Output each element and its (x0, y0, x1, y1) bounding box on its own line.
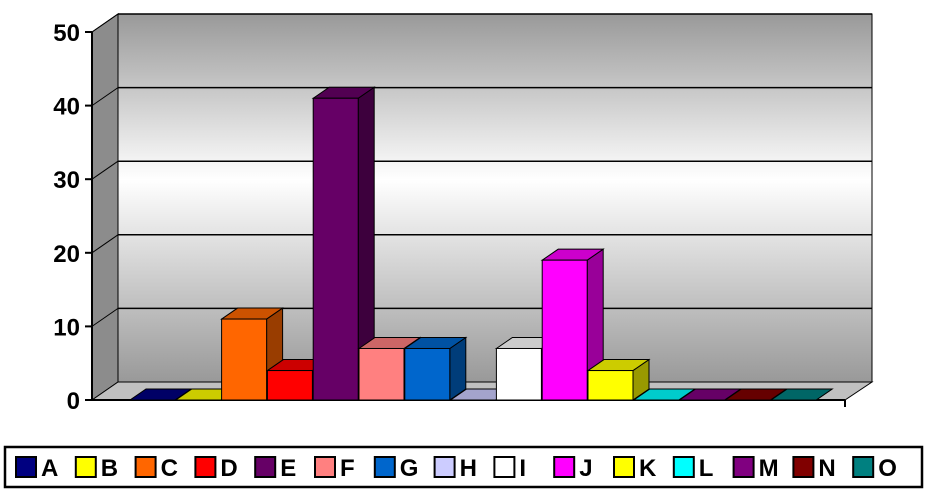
legend-label: K (639, 455, 657, 482)
bars (128, 86, 834, 401)
legend-label: O (878, 455, 897, 482)
legend-entry-e: E (254, 455, 296, 482)
legend-entry-m: M (732, 455, 779, 482)
gridlines (91, 13, 872, 327)
legend-label: I (519, 455, 526, 482)
legend-label: F (340, 455, 355, 482)
legend-entry-g: G (373, 455, 419, 482)
legend-entry-o: O (852, 455, 897, 482)
y-tick-label: 10 (53, 314, 80, 341)
legend-swatch (314, 456, 336, 478)
legend-label: M (759, 455, 779, 482)
legend-swatch (613, 456, 635, 478)
bar-k (586, 358, 651, 401)
y-tick-label: 30 (53, 167, 80, 194)
legend-label: L (699, 455, 714, 482)
legend-swatch (134, 456, 157, 478)
bar-e (311, 86, 376, 401)
legend-entry-a: A (15, 455, 58, 482)
bar-j (540, 248, 605, 401)
legend-entry-k: K (613, 455, 657, 482)
legend-entry-l: L (672, 455, 714, 482)
legend-swatch (373, 456, 396, 478)
legend-label: E (280, 455, 296, 482)
bar-g (403, 336, 468, 401)
bar-o (769, 388, 834, 401)
legend-swatch (493, 456, 516, 478)
side-wall (91, 13, 119, 401)
legend-entry-i: I (493, 455, 526, 482)
gridline-side (91, 160, 119, 180)
legend-swatch (433, 456, 456, 478)
legend-swatch (792, 456, 815, 478)
legend-entry-n: N (792, 455, 836, 482)
y-tick-label: 0 (67, 388, 80, 415)
y-tick-label: 50 (53, 20, 80, 47)
legend-entry-c: C (134, 455, 178, 482)
plot-wall (90, 13, 874, 401)
legend-label: B (101, 455, 118, 482)
legend-label: J (579, 455, 592, 482)
legend-label: G (400, 455, 419, 482)
legend-entry-j: J (553, 455, 593, 482)
legend-entry-f: F (314, 455, 355, 482)
legend-swatch (15, 456, 37, 478)
y-axis-ticks: 0 10 20 30 40 50 (53, 20, 92, 415)
legend-swatch (254, 456, 277, 478)
y-tick-label: 20 (53, 241, 80, 268)
gridline-side (91, 234, 119, 254)
legend-swatch (672, 456, 695, 478)
legend-entry-b: B (74, 455, 118, 482)
gridline-side (91, 307, 119, 327)
legend-entry-d: D (194, 455, 238, 482)
gridline-side (91, 87, 119, 107)
legend-swatch (852, 456, 875, 478)
legend-label: H (460, 455, 477, 482)
gridline-side (91, 13, 119, 33)
legend-label: A (41, 455, 58, 482)
legend-swatch (74, 456, 97, 478)
legend-swatch (194, 456, 217, 478)
legend-label: N (818, 455, 835, 482)
legend-label: C (161, 455, 178, 482)
legend: A B C D E F G H I J K L M N O (3, 445, 924, 489)
legend-swatch (732, 456, 755, 478)
y-tick-label: 40 (53, 94, 80, 121)
legend-swatch (553, 456, 576, 478)
legend-label: D (220, 455, 237, 482)
legend-box (3, 445, 924, 489)
legend-entry-h: H (433, 455, 477, 482)
